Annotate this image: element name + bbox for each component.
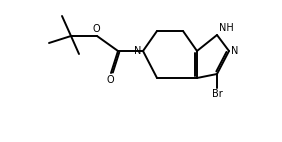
Text: Br: Br <box>212 89 222 99</box>
Text: O: O <box>106 75 114 85</box>
Text: N: N <box>232 46 239 56</box>
Text: N: N <box>134 46 141 56</box>
Text: NH: NH <box>219 23 233 33</box>
Text: O: O <box>92 24 100 34</box>
